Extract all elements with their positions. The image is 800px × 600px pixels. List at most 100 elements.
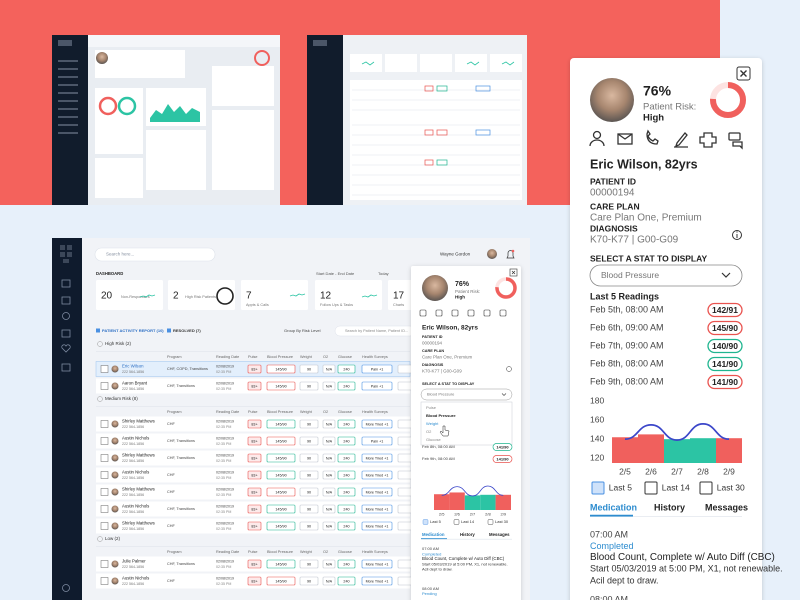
legend-checkbox[interactable] <box>591 481 605 495</box>
column-header: Glucose <box>338 355 352 359</box>
reading-value: 141/90 <box>496 444 509 449</box>
reading-pill <box>266 364 296 374</box>
reading-pill <box>322 419 336 429</box>
entry-status: Completed <box>422 551 441 556</box>
reading-value: 240 <box>343 439 349 443</box>
tab[interactable]: History <box>460 532 475 537</box>
row-avatar <box>111 382 119 390</box>
legend-checkbox[interactable] <box>699 481 713 495</box>
contact-icon[interactable] <box>467 309 475 317</box>
reading-date: 02/08/2019 <box>216 521 234 525</box>
row-checkbox[interactable] <box>100 454 109 462</box>
stat-select[interactable] <box>420 388 513 401</box>
tab[interactable]: Medication <box>590 502 637 512</box>
reading-value: N/A <box>326 579 333 583</box>
contact-icon[interactable] <box>435 309 443 317</box>
entry-time: 07:00 AM <box>422 546 439 551</box>
card-close[interactable] <box>736 66 751 81</box>
row-avatar <box>111 365 119 373</box>
select-chevron <box>501 393 507 396</box>
contact-icon[interactable] <box>483 309 491 317</box>
program: CHF, Transitions <box>167 456 195 460</box>
search-box[interactable] <box>94 247 216 262</box>
patient-name: Shirley Matthews <box>122 487 155 492</box>
reading-date: Feb 6th, 09:00 AM <box>590 322 664 332</box>
info-icon[interactable] <box>732 230 742 240</box>
stat-dropdown <box>420 401 513 446</box>
legend-checkbox[interactable] <box>644 481 658 495</box>
reading-pill <box>337 453 356 463</box>
tab[interactable]: Medication <box>422 532 445 537</box>
row-checkbox[interactable] <box>100 577 109 585</box>
x-tick-label: 2/5 <box>619 467 631 477</box>
tab[interactable]: Messages <box>489 532 510 537</box>
field-value: K70-K77 | G00-G09 <box>422 369 462 374</box>
entry-time: 07:00 AM <box>590 529 628 539</box>
stat-option[interactable]: Blood Pressure <box>426 413 456 418</box>
period: Today <box>378 271 389 276</box>
row-checkbox[interactable] <box>100 420 109 428</box>
reading-value: 145/90 <box>275 562 286 566</box>
contact-icon[interactable] <box>419 309 427 317</box>
row-checkbox[interactable] <box>100 560 109 568</box>
row-avatar <box>111 505 119 513</box>
bar <box>612 437 638 463</box>
reading-value: N/A <box>326 490 333 494</box>
reading-value: 90 <box>307 384 311 388</box>
contact-icon[interactable] <box>451 309 459 317</box>
reading-value: 83+ <box>251 456 257 460</box>
stat-value: 2 <box>173 291 179 302</box>
reading-value: More Tired +1 <box>366 456 389 460</box>
legend-checkbox[interactable] <box>487 519 494 525</box>
stat-option[interactable]: Glucose <box>426 437 441 442</box>
reading-date: 02/08/2019 <box>216 364 234 368</box>
reading-value: 145/90 <box>275 490 286 494</box>
divider <box>96 351 410 352</box>
x-tick-label: 2/5 <box>439 511 445 516</box>
cell <box>397 559 413 569</box>
reading-time: 02:35 PM <box>216 459 231 463</box>
reading-pill <box>361 381 393 391</box>
row-checkbox[interactable] <box>100 522 109 530</box>
reading-pill <box>299 436 319 446</box>
group-title: High Risk (2) <box>105 341 132 346</box>
tab[interactable]: History <box>654 502 685 512</box>
reading-date: 02/08/2019 <box>216 453 234 457</box>
tab[interactable]: PATIENT ACTIVITY REPORT (10) <box>102 328 164 333</box>
row-checkbox[interactable] <box>100 505 109 513</box>
reading-value: Pain +1 <box>371 367 384 371</box>
tab[interactable]: Messages <box>705 502 748 512</box>
reading-value: More Tired +1 <box>366 562 389 566</box>
row-checkbox[interactable] <box>100 437 109 445</box>
reading-pill <box>707 302 743 318</box>
stat-option[interactable]: O2 <box>426 429 432 434</box>
row-checkbox[interactable] <box>100 365 109 373</box>
tab[interactable]: RESOLVED (7) <box>173 328 201 333</box>
reading-pill <box>299 381 319 391</box>
row-checkbox[interactable] <box>100 488 109 496</box>
row-checkbox[interactable] <box>100 382 109 390</box>
row-checkbox[interactable] <box>100 471 109 479</box>
row-avatar <box>111 437 119 445</box>
stat-option[interactable]: Pulse <box>426 405 437 410</box>
stat-option[interactable]: Weight <box>426 421 439 426</box>
stat-select[interactable] <box>589 264 743 287</box>
legend-checkbox[interactable] <box>422 519 429 525</box>
reading-value: 83+ <box>251 367 257 371</box>
program: CHF, Transitions <box>167 507 195 511</box>
reading-pill <box>322 381 336 391</box>
bell-icon[interactable] <box>506 250 515 259</box>
reading-value: Pain +1 <box>371 439 384 443</box>
contact-icon[interactable] <box>499 309 507 317</box>
legend-label: Last 14 <box>662 482 690 492</box>
reading-pill <box>361 487 393 497</box>
column-header: O2 <box>323 550 328 554</box>
contact-icons[interactable] <box>589 129 743 150</box>
y-tick-label: 160 <box>590 414 604 424</box>
reading-date: Feb 9th, 08:00 AM <box>590 376 664 386</box>
row-avatar <box>111 560 119 568</box>
column-header: Health Surveys <box>362 410 388 414</box>
reading-date: 02/08/2019 <box>216 436 234 440</box>
reading-pill <box>707 374 743 390</box>
legend-checkbox[interactable] <box>453 519 460 525</box>
